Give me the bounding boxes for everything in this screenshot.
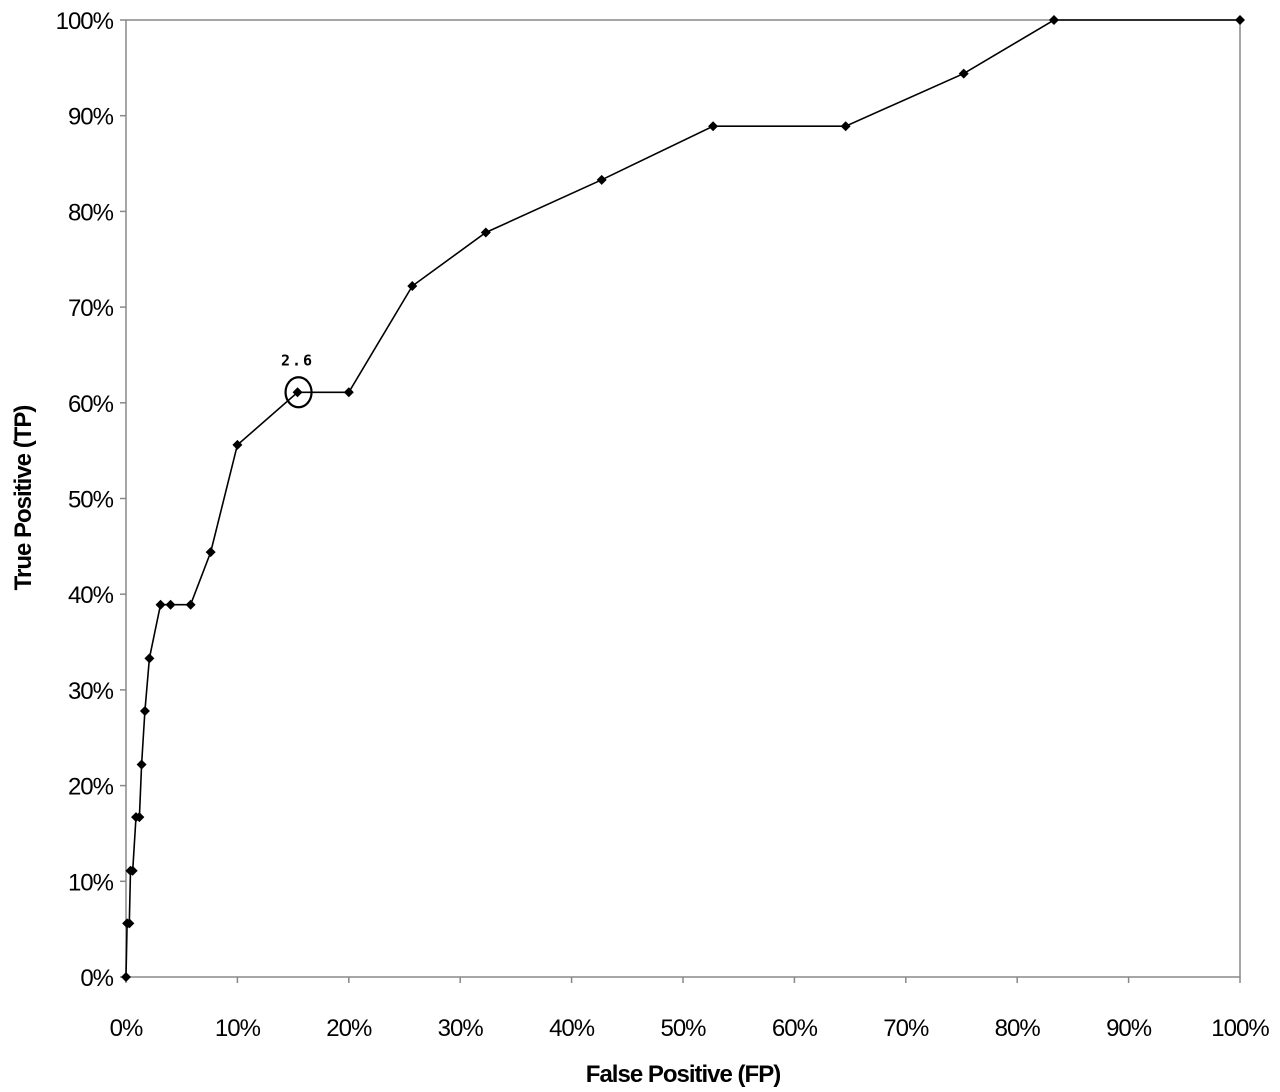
data-point xyxy=(139,705,150,716)
data-point xyxy=(232,439,243,450)
data-point xyxy=(1235,15,1245,25)
x-axis-ticks: 0% 10% 20% 30% 40% 50% 60% 70% 80% 90% 100% xyxy=(110,977,1270,1042)
y-tick-label: 70% xyxy=(68,295,114,322)
data-point xyxy=(165,599,176,610)
annotation-label: 2.6 xyxy=(281,351,314,369)
data-point xyxy=(407,281,418,292)
y-tick-label: 0% xyxy=(80,965,113,992)
x-tick-label: 20% xyxy=(326,1015,372,1042)
y-tick-label: 60% xyxy=(68,391,114,418)
plot-area xyxy=(125,19,1241,978)
data-point xyxy=(205,547,216,558)
data-point xyxy=(292,387,303,398)
data-point xyxy=(155,599,166,610)
data-point xyxy=(134,812,145,823)
data-point xyxy=(343,387,354,398)
x-tick-label: 10% xyxy=(215,1015,261,1042)
data-point xyxy=(124,918,135,929)
x-tick-label: 0% xyxy=(110,1015,143,1042)
data-point xyxy=(127,865,138,876)
y-axis-title: True Positive (TP) xyxy=(10,406,37,591)
data-point-markers xyxy=(121,15,1245,982)
x-tick-label: 100% xyxy=(1211,1015,1269,1042)
y-axis-ticks: 0% 10% 20% 30% 40% 50% 60% 70% 80% 90% 100% xyxy=(56,8,126,992)
x-tick-label: 80% xyxy=(995,1015,1041,1042)
y-tick-label: 50% xyxy=(68,487,114,514)
data-point xyxy=(185,599,196,610)
data-point xyxy=(596,174,607,185)
x-tick-label: 50% xyxy=(660,1015,706,1042)
y-tick-label: 10% xyxy=(68,869,114,896)
data-point xyxy=(480,227,491,238)
x-tick-label: 60% xyxy=(772,1015,818,1042)
y-tick-label: 30% xyxy=(68,678,114,705)
x-tick-label: 90% xyxy=(1106,1015,1152,1042)
x-tick-label: 40% xyxy=(549,1015,595,1042)
y-tick-label: 20% xyxy=(68,774,114,801)
data-point xyxy=(121,972,131,982)
x-tick-label: 70% xyxy=(883,1015,929,1042)
data-point xyxy=(144,653,155,664)
data-point xyxy=(958,68,969,79)
data-point xyxy=(708,121,719,132)
data-point xyxy=(840,121,851,132)
x-tick-label: 30% xyxy=(438,1015,484,1042)
data-point xyxy=(136,759,147,770)
annotations: 2.6 xyxy=(281,351,314,409)
annotation-circle xyxy=(284,376,313,409)
y-tick-label: 90% xyxy=(68,104,114,131)
y-tick-label: 80% xyxy=(68,199,114,226)
y-tick-label: 100% xyxy=(56,8,114,35)
data-point xyxy=(1048,15,1059,25)
x-axis-title: False Positive (FP) xyxy=(586,1061,780,1088)
y-tick-label: 40% xyxy=(68,582,114,609)
